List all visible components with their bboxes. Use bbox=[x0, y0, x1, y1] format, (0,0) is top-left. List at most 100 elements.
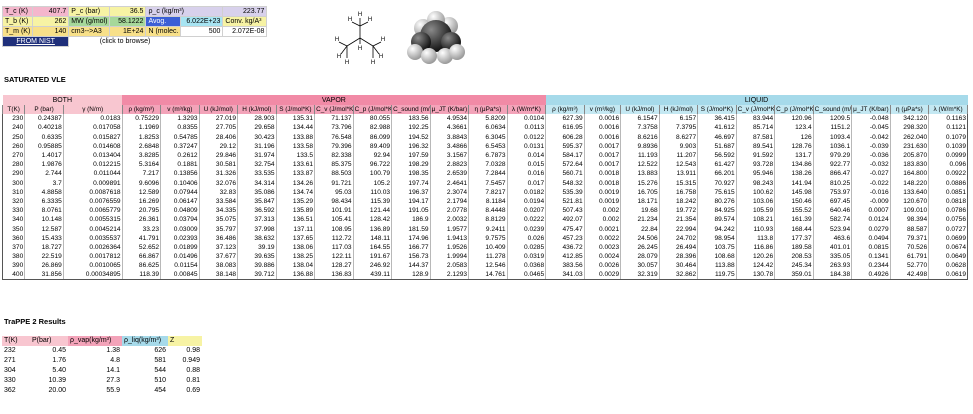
table-cell[interactable]: 110.03 bbox=[352, 187, 393, 197]
table-cell[interactable]: 0.0076559 bbox=[62, 196, 123, 207]
table-cell[interactable]: 0.0222 bbox=[506, 215, 547, 225]
table-cell[interactable]: 2.744 bbox=[24, 169, 64, 179]
table-cell[interactable]: 30.581 bbox=[198, 160, 239, 170]
browse-hint[interactable]: (click to browse) bbox=[99, 38, 151, 46]
table-cell[interactable]: 0.0649 bbox=[928, 252, 968, 262]
table-cell[interactable]: 0.2612 bbox=[160, 150, 200, 161]
table-cell[interactable]: 103.75 bbox=[697, 242, 737, 252]
table-cell[interactable]: 79.371 bbox=[889, 233, 930, 243]
table-cell[interactable]: 122.11 bbox=[314, 252, 354, 262]
table-cell[interactable]: 166.77 bbox=[391, 242, 431, 252]
table-cell[interactable]: 28.396 bbox=[658, 252, 699, 262]
table-cell[interactable]: 192.25 bbox=[391, 123, 431, 133]
table-cell[interactable]: 16.758 bbox=[658, 187, 699, 197]
table-cell[interactable]: 32.754 bbox=[237, 160, 277, 170]
table-cell[interactable]: 3.8843 bbox=[429, 132, 470, 142]
table-cell[interactable]: 98.954 bbox=[697, 233, 737, 243]
table-cell[interactable]: 37.313 bbox=[237, 215, 277, 225]
table-cell[interactable]: 174.96 bbox=[391, 233, 431, 243]
table-cell[interactable]: 6.7873 bbox=[468, 150, 508, 161]
trappe-cell[interactable]: 0.69 bbox=[186, 387, 200, 394]
table-cell[interactable]: 19.68 bbox=[620, 206, 660, 216]
table-cell[interactable]: 30.423 bbox=[237, 132, 277, 142]
table-cell[interactable]: 0.07944 bbox=[160, 187, 200, 197]
table-cell[interactable]: 492.07 bbox=[545, 215, 585, 225]
table-cell[interactable]: 6.5453 bbox=[468, 141, 508, 151]
trappe-cell[interactable]: 1.38 bbox=[106, 347, 120, 354]
table-cell[interactable]: 290 bbox=[1, 169, 26, 179]
table-cell[interactable]: 29.846 bbox=[198, 150, 239, 161]
table-cell[interactable]: 108.21 bbox=[735, 215, 776, 225]
table-cell[interactable]: 572.64 bbox=[545, 160, 585, 170]
trappe-cell[interactable]: 0.45 bbox=[52, 347, 66, 354]
trappe-cell[interactable]: 232 bbox=[4, 347, 16, 354]
table-cell[interactable]: 240 bbox=[1, 123, 26, 133]
table-cell[interactable]: 15.315 bbox=[658, 178, 699, 188]
table-cell[interactable]: 0.75229 bbox=[121, 114, 162, 124]
table-cell[interactable]: 30.057 bbox=[620, 261, 660, 271]
table-cell[interactable]: 8.8129 bbox=[468, 215, 508, 225]
table-cell[interactable]: 7.0328 bbox=[468, 160, 508, 170]
table-cell[interactable]: -0.016 bbox=[851, 187, 891, 197]
table-cell[interactable]: 34.314 bbox=[237, 178, 277, 188]
table-cell[interactable]: 35.075 bbox=[198, 215, 239, 225]
table-cell[interactable]: 2.0032 bbox=[429, 215, 470, 225]
table-cell[interactable]: 0.002 bbox=[583, 206, 622, 216]
table-cell[interactable]: -0.045 bbox=[851, 123, 891, 133]
table-cell[interactable]: 6.0634 bbox=[468, 123, 508, 133]
table-cell[interactable]: 0.6335 bbox=[24, 132, 64, 142]
table-cell[interactable]: 134.26 bbox=[275, 178, 316, 188]
table-cell[interactable]: 0.017 bbox=[506, 178, 547, 188]
table-cell[interactable]: 137.65 bbox=[275, 233, 316, 243]
nmolec-value[interactable]: 500 bbox=[180, 26, 224, 37]
table-cell[interactable]: 197.74 bbox=[391, 178, 431, 188]
table-cell[interactable]: 8.6216 bbox=[620, 132, 660, 142]
table-cell[interactable]: 9.6096 bbox=[121, 178, 162, 188]
table-cell[interactable]: -0.032 bbox=[851, 160, 891, 170]
table-cell[interactable]: 0.015827 bbox=[62, 132, 123, 142]
table-cell[interactable]: 260 bbox=[1, 141, 26, 151]
table-cell[interactable]: 0.0104 bbox=[506, 114, 547, 124]
table-cell[interactable]: 82.338 bbox=[314, 150, 354, 161]
table-cell[interactable]: 390 bbox=[1, 261, 26, 271]
table-cell[interactable]: 922.77 bbox=[812, 160, 853, 170]
table-cell[interactable]: 7.8217 bbox=[468, 187, 508, 197]
trappe-cell[interactable]: 626 bbox=[154, 347, 166, 354]
table-cell[interactable]: 85.375 bbox=[314, 160, 354, 170]
table-cell[interactable]: 298.320 bbox=[889, 123, 930, 133]
table-cell[interactable]: 0.0124 bbox=[851, 215, 891, 225]
table-cell[interactable]: 7.5457 bbox=[468, 178, 508, 188]
table-cell[interactable]: 340 bbox=[1, 215, 26, 225]
table-cell[interactable]: 0.0018 bbox=[583, 178, 622, 188]
table-cell[interactable]: 105.59 bbox=[735, 206, 776, 216]
table-cell[interactable]: 133.640 bbox=[889, 187, 930, 197]
table-cell[interactable]: 96.722 bbox=[352, 160, 393, 170]
table-cell[interactable]: 627.39 bbox=[545, 114, 585, 124]
table-cell[interactable]: 412.85 bbox=[545, 252, 585, 262]
table-cell[interactable]: 2.1293 bbox=[429, 270, 470, 281]
table-cell[interactable]: 98.434 bbox=[314, 196, 354, 207]
table-cell[interactable]: 137.11 bbox=[275, 224, 316, 234]
table-cell[interactable]: 0.0628 bbox=[928, 261, 968, 271]
table-cell[interactable]: -0.039 bbox=[851, 141, 891, 151]
table-cell[interactable]: 177.37 bbox=[774, 233, 814, 243]
table-cell[interactable]: 32.83 bbox=[198, 187, 239, 197]
table-cell[interactable]: -0.009 bbox=[851, 196, 891, 207]
table-cell[interactable]: 112.72 bbox=[314, 233, 354, 243]
table-cell[interactable]: 2.3074 bbox=[429, 187, 470, 197]
table-cell[interactable]: 164.800 bbox=[889, 169, 930, 179]
table-cell[interactable]: 0.0045214 bbox=[62, 224, 123, 234]
table-cell[interactable]: 135.31 bbox=[275, 114, 316, 124]
table-cell[interactable]: 3.7 bbox=[24, 178, 64, 188]
table-cell[interactable]: 8.1184 bbox=[468, 196, 508, 207]
table-cell[interactable]: 810.25 bbox=[812, 178, 853, 188]
table-cell[interactable]: 183.56 bbox=[391, 114, 431, 124]
table-cell[interactable]: 979.29 bbox=[812, 150, 853, 161]
table-cell[interactable]: 93.728 bbox=[735, 160, 776, 170]
table-cell[interactable]: 110.93 bbox=[735, 224, 776, 234]
table-cell[interactable]: 19.772 bbox=[658, 206, 699, 216]
table-cell[interactable]: 26.494 bbox=[658, 242, 699, 252]
table-cell[interactable]: 22.994 bbox=[658, 224, 699, 234]
trappe-cell[interactable]: 55.9 bbox=[106, 387, 120, 394]
table-cell[interactable]: 0.0019 bbox=[583, 196, 622, 207]
